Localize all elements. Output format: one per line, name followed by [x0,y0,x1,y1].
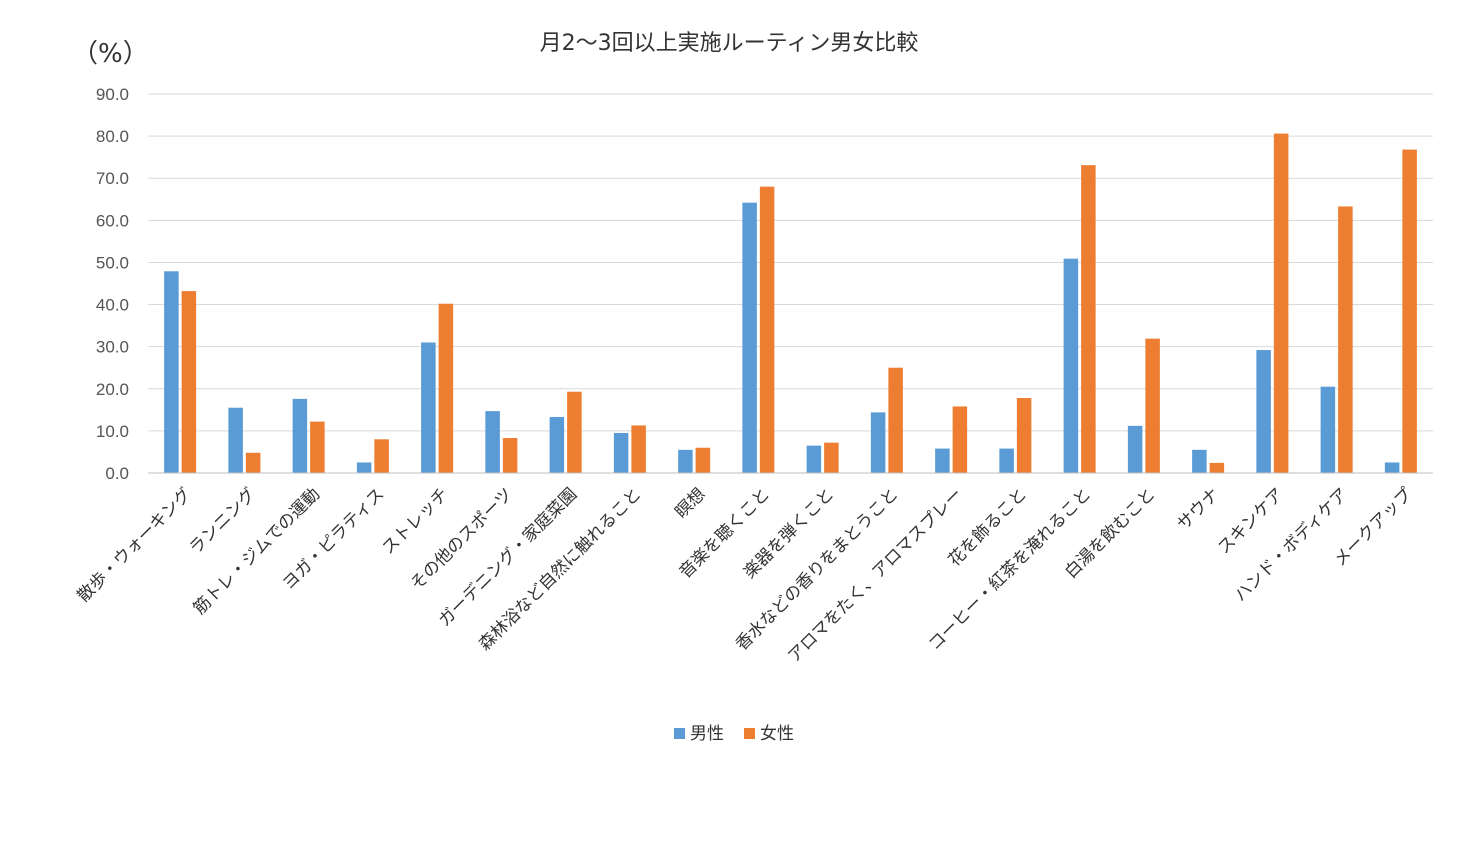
bar-female [1145,338,1160,473]
x-category-label: 筋トレ・ジムでの運動 [190,484,324,618]
y-axis-ticks: 0.0 10.0 20.0 30.0 40.0 50.0 60.0 70.0 80.0 90.0 [96,85,129,483]
x-category-label: 瞑想 [671,484,709,522]
bar-female [1273,133,1289,473]
y-tick-label: 90.0 [96,85,129,104]
bar-female [502,438,518,473]
bar-female [1209,462,1225,473]
bar-male [549,416,565,473]
bar-female [438,303,454,473]
bar-male [1192,449,1207,473]
bar-male [1127,425,1143,473]
bar-female [1338,206,1353,474]
bar-female [181,291,197,473]
bar-male [228,407,243,473]
legend: 男性 女性 [674,724,794,744]
y-tick-label: 20.0 [96,380,129,399]
bar-male [1256,350,1271,473]
bar-female [695,447,711,473]
y-tick-label: 60.0 [96,211,129,230]
x-axis-labels: 散歩・ウォーキングランニング筋トレ・ジムでの運動ヨガ・ピラティスストレッチその他… [74,484,1417,667]
bar-male [1320,386,1336,473]
y-tick-label: 40.0 [96,296,129,315]
bar-male [613,432,629,473]
bar-female [1402,149,1417,473]
y-tick-label: 10.0 [96,422,129,441]
bar-female [631,425,646,473]
bar-female [1081,165,1096,473]
bar-male [421,342,436,473]
bar-female [759,186,775,473]
bar-female [245,452,261,473]
bar-male [1063,258,1079,473]
bar-female [952,406,968,473]
bar-male [806,445,822,473]
bar-male [164,271,179,473]
bar-male [1384,462,1400,473]
bar-male [870,412,886,473]
y-tick-label: 50.0 [96,253,129,272]
y-tick-label: 80.0 [96,127,129,146]
y-tick-label: 30.0 [96,338,129,357]
bar-female [1016,398,1032,473]
bar-male [935,448,950,473]
legend-label: 男性 [690,724,724,744]
legend-label: 女性 [760,724,794,744]
legend-swatch-male [674,728,685,739]
bar-female [888,367,903,473]
chart-title: 月2〜3回以上実施ルーティン男女比較 [540,31,919,56]
bar-female [310,421,325,473]
bars [164,133,1417,474]
x-category-label: 散歩・ウォーキング [74,484,196,606]
y-tick-label: 0.0 [105,464,129,483]
x-category-label: サウナ [1173,484,1223,534]
bar-male [999,448,1014,473]
legend-swatch-female [744,728,755,739]
y-tick-label: 70.0 [96,169,129,188]
y-axis-unit-label: （%） [72,39,149,69]
bar-male [356,462,372,473]
bar-female [824,442,839,473]
gridlines [148,93,1433,432]
bar-male [678,449,693,473]
bar-male [742,202,757,473]
bar-male [485,411,500,473]
x-category-label: ハンド・ボディケア [1230,484,1352,606]
bar-male [292,398,308,473]
bar-female [567,391,582,473]
bar-female [374,439,389,473]
